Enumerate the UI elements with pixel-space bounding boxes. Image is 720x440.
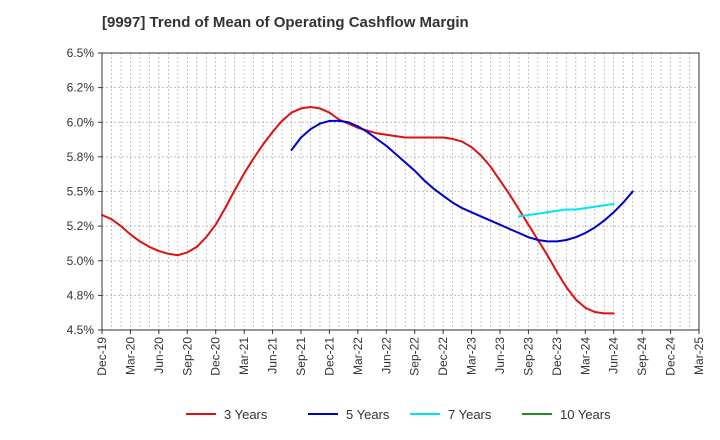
legend-label: 5 Years <box>346 407 390 422</box>
chart-title: [9997] Trend of Mean of Operating Cashfl… <box>102 14 469 31</box>
y-tick-label: 5.5% <box>67 185 95 199</box>
x-tick-label: Dec-22 <box>436 337 450 376</box>
x-tick-label: Mar-21 <box>237 337 251 375</box>
x-tick-label: Jun-21 <box>266 337 280 374</box>
x-tick-label: Jun-20 <box>152 337 166 374</box>
y-tick-label: 5.0% <box>67 254 95 268</box>
x-tick-label: Mar-20 <box>123 337 137 375</box>
x-tick-label: Sep-20 <box>180 337 194 376</box>
y-tick-label: 6.2% <box>67 81 95 95</box>
x-tick-label: Mar-22 <box>351 337 365 375</box>
y-tick-label: 5.8% <box>67 150 95 164</box>
x-tick-label: Sep-24 <box>635 337 649 376</box>
legend-label: 10 Years <box>560 407 611 422</box>
legend-label: 7 Years <box>448 407 492 422</box>
x-tick-label: Dec-19 <box>95 337 109 376</box>
y-tick-label: 6.0% <box>67 115 95 129</box>
series-group <box>101 106 634 315</box>
x-tick-label: Dec-21 <box>322 337 336 376</box>
series-line-3-years <box>101 106 615 315</box>
x-tick-label: Dec-24 <box>664 337 678 376</box>
x-tick-label: Jun-22 <box>379 337 393 374</box>
x-tick-label: Jun-24 <box>607 337 621 374</box>
legend-label: 3 Years <box>224 407 268 422</box>
x-tick-label: Sep-21 <box>294 337 308 376</box>
y-tick-label: 5.2% <box>67 219 95 233</box>
x-tick-label: Dec-20 <box>209 337 223 376</box>
x-tick-label: Sep-22 <box>408 337 422 376</box>
series-line-7-years <box>518 203 615 218</box>
x-tick-label: Mar-23 <box>465 337 479 375</box>
plot-border <box>101 52 700 331</box>
series-line-5-years <box>290 119 634 243</box>
x-tick-label: Mar-25 <box>692 337 706 375</box>
x-tick-label: Sep-23 <box>521 337 535 376</box>
x-tick-label: Mar-24 <box>578 337 592 375</box>
y-tick-label: 4.5% <box>67 323 95 337</box>
x-axis: Dec-19 Mar-20 Jun-20 Sep-20 Dec-20 Mar-21 Jun-… <box>95 330 706 376</box>
legend: 3 Years 5 Years 7 Years 10 Years <box>186 407 611 422</box>
y-axis: 4.5% 4.8% 5.0% 5.2% 5.5% 5.8% 6.0% 6.2% 6.5% <box>67 46 102 337</box>
x-tick-label: Jun-23 <box>493 337 507 374</box>
y-tick-label: 4.8% <box>67 288 95 302</box>
y-tick-label: 6.5% <box>67 46 95 60</box>
x-tick-label: Dec-23 <box>550 337 564 376</box>
